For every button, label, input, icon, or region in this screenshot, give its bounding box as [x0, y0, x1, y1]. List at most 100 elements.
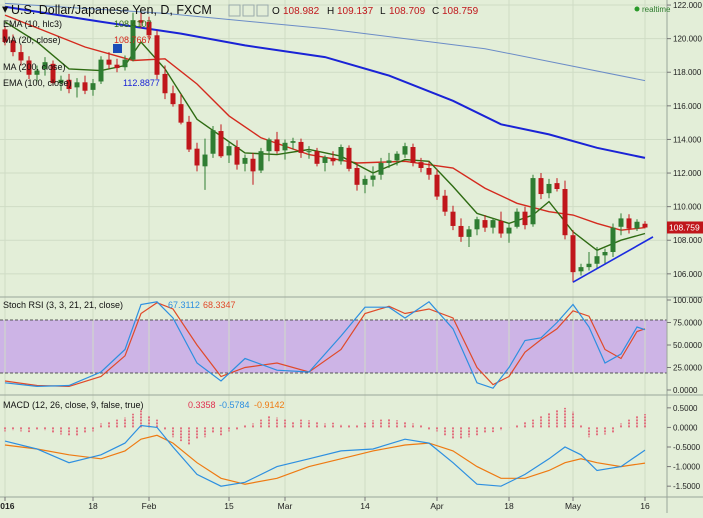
candle-body — [482, 220, 488, 228]
candle-body — [170, 93, 176, 105]
candle-body — [258, 151, 264, 171]
candle-body — [402, 146, 408, 155]
macd-tick-label: -0.5000 — [673, 443, 701, 452]
candle-body — [410, 147, 416, 163]
macd-hist-value: 0.3358 — [188, 400, 216, 410]
price-tick-label: 120.000 — [673, 35, 702, 44]
stoch-tick-label: 50.0000 — [673, 341, 702, 350]
time-tick-label: 18 — [88, 501, 98, 511]
current-price-marker: 108.759 — [667, 221, 703, 234]
macd-axis[interactable]: 0.5000 0.0000 -0.5000 -1.0000 -1.5000 — [667, 404, 701, 491]
price-pane[interactable] — [2, 2, 654, 283]
time-axis[interactable]: 2016 18 Feb 15 Mar 14 Apr 18 May 16 — [0, 497, 650, 511]
candle-body — [66, 79, 72, 90]
realtime-label: realtime — [642, 5, 671, 14]
candle-body — [634, 221, 640, 229]
stoch-k-value: 67.3112 — [168, 300, 200, 310]
time-tick-label: Mar — [278, 501, 293, 511]
candle-body — [418, 162, 424, 168]
close-icon[interactable] — [256, 4, 269, 17]
stoch-rsi-pane[interactable] — [4, 301, 646, 389]
price-tick-label: 118.000 — [673, 68, 702, 77]
candle-body — [394, 153, 400, 161]
time-tick-label: May — [565, 501, 582, 511]
candle-body — [114, 64, 120, 69]
macd-pane[interactable] — [4, 407, 646, 487]
price-tick-label: 112.000 — [673, 169, 702, 178]
macd-line — [4, 424, 646, 487]
candle-body — [90, 83, 96, 90]
candle-body — [370, 175, 376, 180]
ohlc-close-key: C — [432, 6, 439, 17]
candle-body — [162, 73, 168, 94]
candle-body — [274, 139, 280, 152]
legend-ema10-value: 108.4107 — [114, 19, 152, 29]
candle-body — [498, 220, 504, 234]
legend-ema100-value: 112.8877 — [123, 78, 160, 88]
stoch-legend[interactable]: Stoch RSI (3, 3, 21, 21, close) 67.3112 … — [3, 300, 236, 310]
candle-body — [490, 220, 496, 228]
candle-body — [242, 157, 248, 164]
ma200-line — [4, 2, 646, 82]
candle-body — [434, 174, 440, 197]
candle-body — [290, 141, 296, 143]
time-tick-label: 15 — [224, 501, 234, 511]
compare-icon[interactable] — [242, 4, 255, 17]
candle-body — [506, 227, 512, 234]
candle-body — [306, 151, 312, 153]
candle-body — [34, 70, 40, 75]
candle-body — [18, 52, 24, 61]
candle-body — [474, 219, 480, 230]
price-tick-label: 114.000 — [673, 135, 702, 144]
price-axis[interactable]: 122.000 120.000 118.000 116.000 114.000 112.0… — [667, 1, 702, 279]
candle-body — [618, 218, 624, 227]
time-tick-label: Feb — [142, 501, 157, 511]
main-legend[interactable]: EMA (10, hlc3) 108.4107 MA (20, close) 1… — [3, 19, 160, 88]
stoch-tick-label: 75.0000 — [673, 319, 702, 328]
macd-legend[interactable]: MACD (12, 26, close, 9, false, true) 0.3… — [3, 400, 285, 410]
settings-icon[interactable] — [113, 44, 122, 53]
candle-body — [546, 183, 552, 194]
ohlc-close-value: 108.759 — [442, 6, 479, 17]
symbol-title[interactable]: U.S. Dollar/Japanese Yen, D, FXCM — [11, 3, 212, 17]
macd-histogram — [4, 407, 646, 446]
candle-body — [74, 82, 80, 88]
header-menu-arrow[interactable]: ▾ — [2, 2, 9, 16]
candle-body — [82, 82, 88, 91]
candle-body — [386, 160, 392, 163]
candle-body — [346, 147, 352, 169]
candle-body — [138, 20, 144, 23]
candle-body — [642, 223, 648, 228]
trendline[interactable] — [572, 236, 654, 283]
candle-body — [50, 63, 56, 84]
ema100-line — [4, 5, 646, 159]
candlesticks — [2, 12, 648, 283]
candle-body — [250, 158, 256, 172]
candle-body — [330, 157, 336, 162]
chart-header: ▾ U.S. Dollar/Japanese Yen, D, FXCM O 10… — [2, 2, 671, 17]
stoch-d-line — [4, 302, 646, 388]
legend-ema100-label: EMA (100, close) — [3, 78, 72, 88]
settings-icon[interactable] — [228, 4, 241, 17]
candle-body — [626, 218, 632, 229]
candle-body — [186, 121, 192, 150]
candle-body — [130, 20, 136, 60]
candle-body — [146, 21, 152, 36]
candle-body — [26, 60, 32, 75]
candle-body — [458, 225, 464, 237]
stoch-axis[interactable]: 100.000 75.0000 50.0000 25.0000 0.0000 — [667, 296, 702, 395]
current-price-label: 108.759 — [669, 222, 700, 232]
candle-body — [362, 178, 368, 185]
candle-body — [154, 35, 160, 75]
candle-body — [610, 227, 616, 252]
price-tick-label: 106.000 — [673, 270, 702, 279]
candle-body — [338, 147, 344, 162]
legend-ema10-label: EMA (10, hlc3) — [3, 19, 62, 29]
legend-ma20-label: MA (20, close) — [3, 35, 61, 45]
candle-body — [354, 168, 360, 185]
candle-body — [226, 146, 232, 156]
legend-ma20-value: 108.7667 — [114, 35, 152, 45]
candle-body — [234, 147, 240, 165]
